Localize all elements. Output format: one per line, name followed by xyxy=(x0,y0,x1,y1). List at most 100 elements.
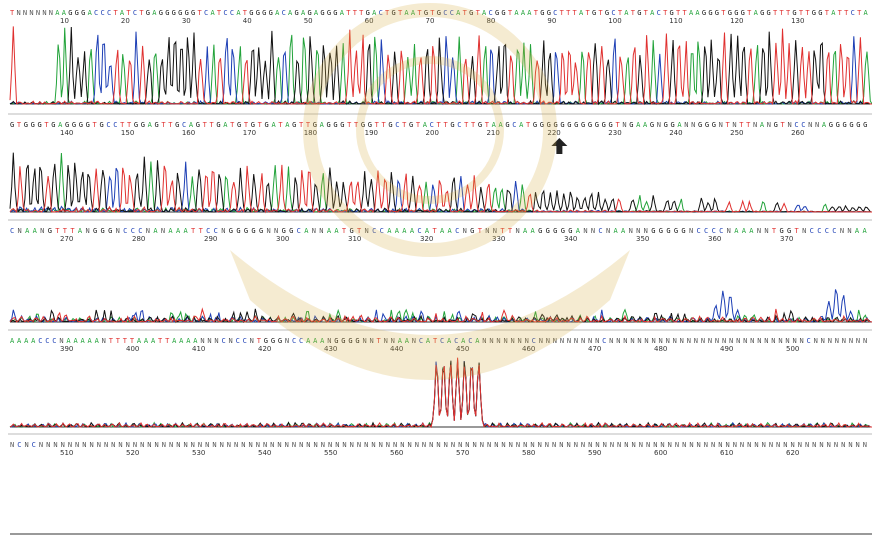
base-call: A xyxy=(862,227,867,235)
base-call: A xyxy=(749,227,754,235)
base-call: N xyxy=(429,441,433,449)
position-label: 540 xyxy=(258,449,271,457)
base-call: N xyxy=(856,337,860,345)
base-call: G xyxy=(249,9,253,17)
base-call: T xyxy=(508,9,513,17)
base-call: N xyxy=(842,337,846,345)
base-call: A xyxy=(304,227,309,235)
base-call: N xyxy=(684,121,688,129)
base-call: N xyxy=(616,337,620,345)
base-call: G xyxy=(538,227,542,235)
base-call: N xyxy=(583,227,587,235)
base-call: A xyxy=(172,337,177,345)
base-call: N xyxy=(567,337,571,345)
trace-G xyxy=(9,360,872,428)
base-call: G xyxy=(637,9,641,17)
trace-T xyxy=(9,26,872,106)
base-call: N xyxy=(659,337,663,345)
base-call: C xyxy=(379,9,383,17)
base-call: N xyxy=(646,441,650,449)
base-call: G xyxy=(715,9,719,17)
base-call: C xyxy=(113,121,117,129)
base-call: C xyxy=(45,337,49,345)
base-call: C xyxy=(243,337,247,345)
base-call: G xyxy=(48,227,52,235)
base-call: T xyxy=(402,121,407,129)
position-labels: 390 400 410 420 430 440 450 460 470 480 490 500 xyxy=(60,345,799,353)
base-call: G xyxy=(568,227,572,235)
base-call: A xyxy=(80,337,85,345)
position-label: 80 xyxy=(486,17,495,25)
base-call: C xyxy=(236,337,240,345)
base-call: C xyxy=(704,227,708,235)
base-call: N xyxy=(849,337,853,345)
base-call: C xyxy=(182,121,186,129)
base-call: N xyxy=(729,337,733,345)
base-call: N xyxy=(146,227,150,235)
base-call: T xyxy=(109,337,114,345)
base-call: N xyxy=(285,441,289,449)
position-label: 200 xyxy=(426,129,439,137)
base-call: N xyxy=(778,337,782,345)
position-label: 190 xyxy=(365,129,378,137)
base-call: A xyxy=(120,9,125,17)
base-call: N xyxy=(680,337,684,345)
base-call: A xyxy=(475,337,480,345)
base-call: C xyxy=(512,121,516,129)
base-call: G xyxy=(581,121,585,129)
base-call: G xyxy=(229,227,233,235)
base-call: C xyxy=(430,121,434,129)
base-call: G xyxy=(79,121,83,129)
base-call: T xyxy=(432,227,437,235)
base-call: G xyxy=(469,9,473,17)
base-call: N xyxy=(256,441,260,449)
base-call: T xyxy=(258,121,263,129)
base-call: C xyxy=(832,227,836,235)
base-call: N xyxy=(306,441,310,449)
base-call: N xyxy=(509,441,513,449)
base-call: C xyxy=(801,121,805,129)
base-call: T xyxy=(508,227,513,235)
base-call: N xyxy=(603,441,607,449)
base-call: A xyxy=(523,227,528,235)
position-label: 10 xyxy=(60,17,69,25)
base-call: T xyxy=(443,121,448,129)
base-call: G xyxy=(666,227,670,235)
base-call: T xyxy=(772,227,777,235)
base-call: G xyxy=(450,121,454,129)
base-call: C xyxy=(38,337,42,345)
base-call: N xyxy=(473,441,477,449)
base-call: N xyxy=(386,441,390,449)
base-call: G xyxy=(141,121,145,129)
base-call: G xyxy=(196,121,200,129)
base-call: A xyxy=(405,337,410,345)
base-call: N xyxy=(169,441,173,449)
base-call: C xyxy=(419,337,423,345)
base-call: N xyxy=(623,337,627,345)
base-call: C xyxy=(372,227,376,235)
base-call: N xyxy=(263,441,267,449)
base-call: N xyxy=(463,227,467,235)
base-call: G xyxy=(99,121,103,129)
position-label: 360 xyxy=(708,235,721,243)
base-call: C xyxy=(457,121,461,129)
base-call: N xyxy=(510,337,514,345)
base-call: C xyxy=(468,337,472,345)
base-call: N xyxy=(666,337,670,345)
base-call: A xyxy=(440,227,445,235)
base-call: N xyxy=(732,121,736,129)
base-call: T xyxy=(463,9,468,17)
base-call: N xyxy=(747,441,751,449)
base-call: N xyxy=(785,337,789,345)
base-call: A xyxy=(448,227,453,235)
base-call: T xyxy=(857,9,862,17)
base-call: A xyxy=(314,9,319,17)
position-label: 260 xyxy=(791,129,804,137)
base-call: N xyxy=(415,441,419,449)
base-call: G xyxy=(320,9,324,17)
base-call: G xyxy=(818,9,822,17)
base-call: T xyxy=(217,9,222,17)
base-call: C xyxy=(817,227,821,235)
